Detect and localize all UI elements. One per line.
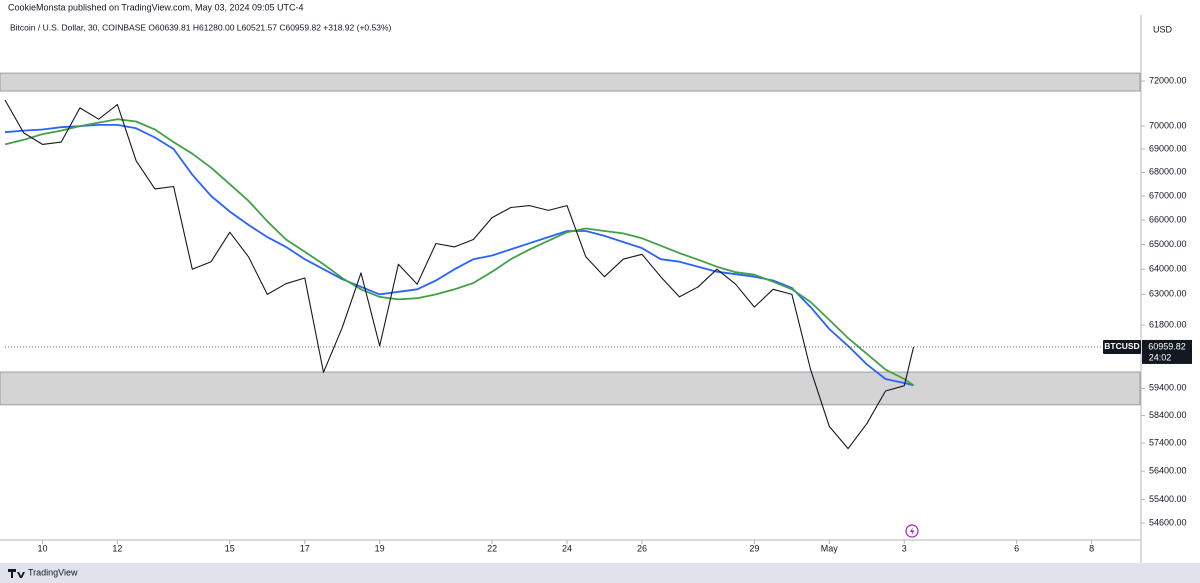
logo <box>8 569 25 578</box>
y-tick-label: 70000.00 <box>1149 120 1187 130</box>
y-tick-label: 58400.00 <box>1149 410 1187 420</box>
y-tick-label: 72000.00 <box>1149 75 1187 85</box>
price-label: 60959.82 <box>1148 341 1186 351</box>
zone <box>0 371 1141 406</box>
footer-bar <box>0 563 1200 583</box>
y-tick-label: 57400.00 <box>1149 437 1187 447</box>
zone <box>0 72 1141 92</box>
moving-average <box>4 118 915 387</box>
y-tick-label: 63000.00 <box>1149 289 1187 299</box>
y-tick-label: 59400.00 <box>1149 383 1187 393</box>
y-tick-label: 55400.00 <box>1149 494 1187 504</box>
countdown-label: 24:02 <box>1149 352 1172 362</box>
x-tick-label: 17 <box>300 543 310 553</box>
x-tick-label: 12 <box>112 543 122 553</box>
x-tick-label: 6 <box>1014 543 1019 553</box>
y-tick-label: 56400.00 <box>1149 466 1187 476</box>
y-tick-label: 67000.00 <box>1149 190 1187 200</box>
x-tick-label: 29 <box>749 543 759 553</box>
event-icon-bolt <box>910 527 915 536</box>
x-tick-label: 22 <box>487 543 497 553</box>
price-box <box>1142 339 1192 364</box>
y-tick-label: 66000.00 <box>1149 214 1187 224</box>
x-tick-label: 10 <box>37 543 47 553</box>
x-tick-label: 24 <box>562 543 572 553</box>
x-tick-label: 15 <box>225 543 235 553</box>
event-icon[interactable] <box>905 524 919 538</box>
y-tick-label: 65000.00 <box>1149 239 1187 249</box>
y-tick-label: 64000.00 <box>1149 264 1187 274</box>
y-tick-label: 68000.00 <box>1149 167 1187 177</box>
x-tick-label: 19 <box>375 543 385 553</box>
y-tick-label: 61800.00 <box>1149 319 1187 329</box>
header: CookieMonsta published on TradingView.co… <box>8 2 304 12</box>
x-tick-label: 8 <box>1089 543 1094 553</box>
footer: TradingView <box>28 567 78 577</box>
y-tick-label: 54600.00 <box>1149 517 1187 527</box>
symbol-label: BTCUSD <box>1104 341 1139 351</box>
subtitle: Bitcoin / U.S. Dollar, 30, COINBASE O606… <box>10 22 392 32</box>
x-tick-label: 3 <box>902 543 907 553</box>
price-line <box>4 99 915 450</box>
x-tick-label: May <box>821 543 839 553</box>
y-tick-label: 69000.00 <box>1149 143 1187 153</box>
symbol-box <box>1103 339 1141 354</box>
x-tick-label: 26 <box>637 543 647 553</box>
y-unit: USD <box>1153 24 1173 34</box>
